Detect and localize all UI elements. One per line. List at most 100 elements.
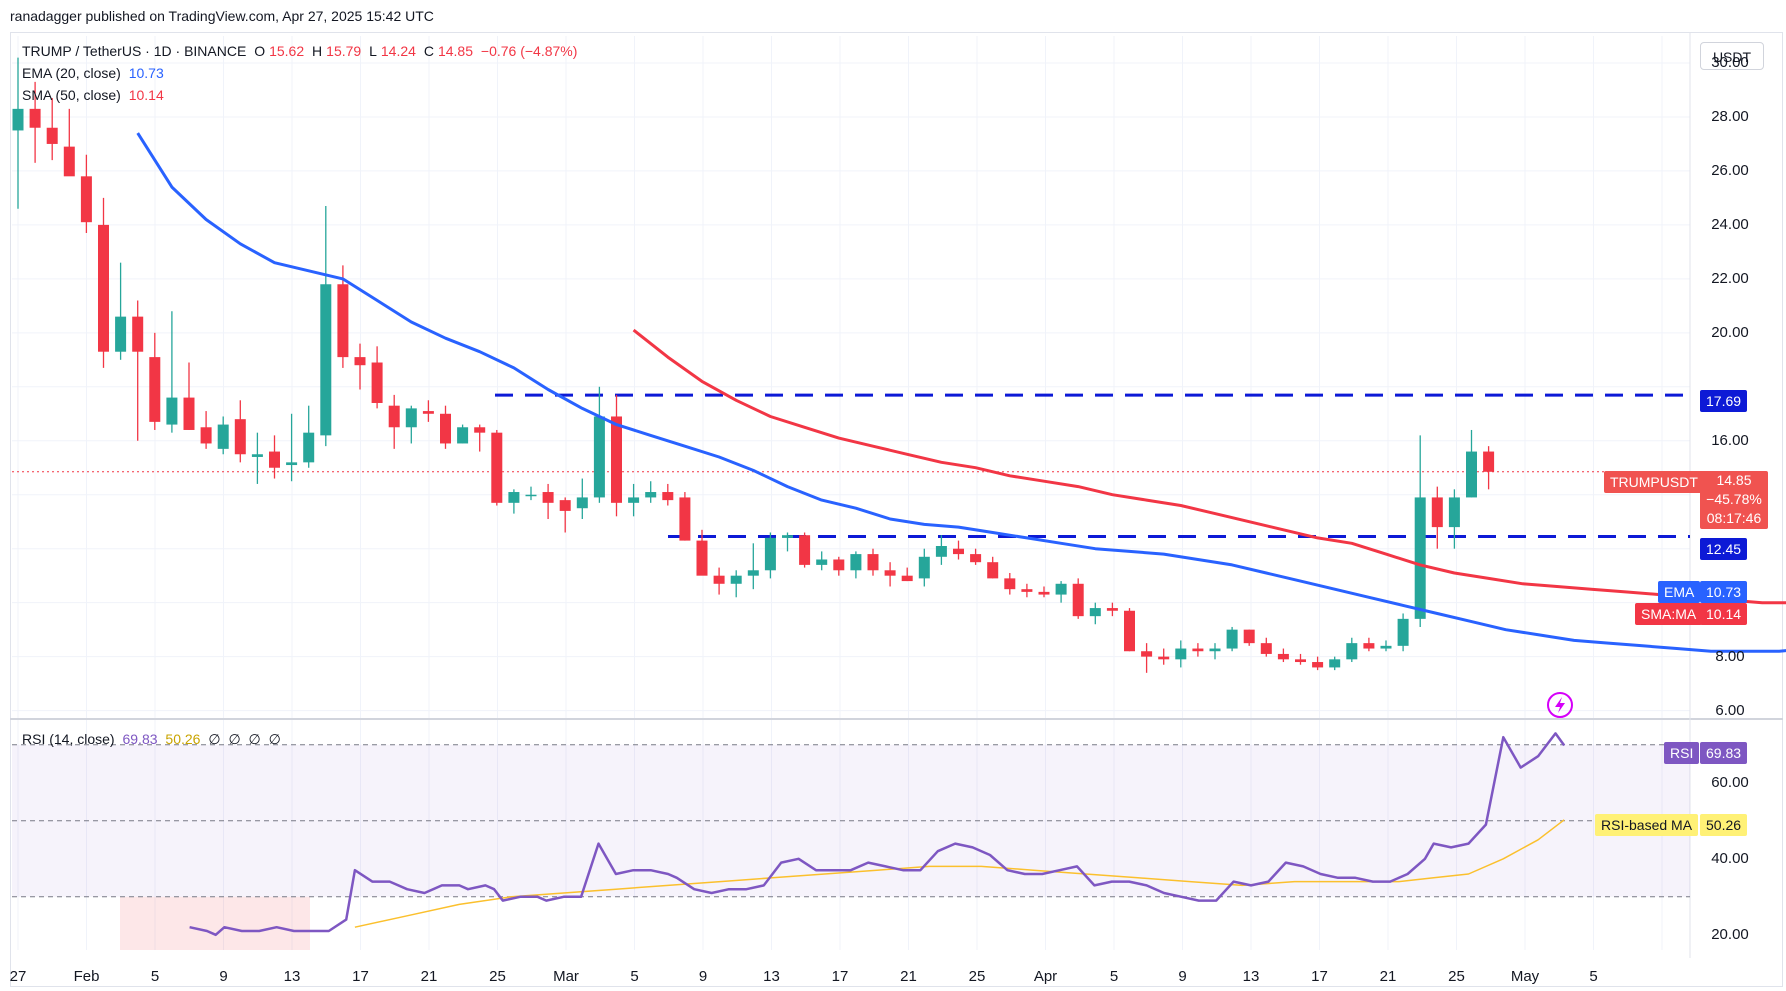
sma-tag-value[interactable]: 10.14: [1700, 603, 1748, 625]
resistance-level-tag[interactable]: 17.69: [1700, 390, 1748, 412]
time-tick-label: 25: [968, 968, 986, 985]
rsi-tick-label: 60.00: [1711, 773, 1749, 791]
candle-body: [850, 554, 862, 571]
time-tick-label: 13: [283, 968, 301, 985]
candle-body: [833, 559, 845, 571]
rsi-tag-label[interactable]: RSI: [1664, 742, 1700, 764]
candle-body: [405, 408, 417, 428]
candle-body: [1483, 451, 1495, 472]
candle-body: [286, 462, 298, 466]
candle-body: [1329, 659, 1341, 668]
rsi-tag-value[interactable]: 69.83: [1700, 742, 1748, 764]
time-tick-label: 27: [9, 968, 27, 985]
time-tick-label: 9: [698, 968, 708, 985]
time-tick-label: Apr: [1033, 968, 1058, 985]
candle-body: [679, 497, 691, 541]
rsi-oversold-fill: [120, 896, 310, 950]
candle-body: [628, 497, 640, 503]
ema-line: [136, 132, 1786, 653]
last-price-box[interactable]: 14.85 −45.78% 08:17:46: [1700, 471, 1768, 529]
time-tick-label: 13: [763, 968, 780, 985]
symbol-name[interactable]: TRUMP / TetherUS · 1D · BINANCE: [22, 43, 247, 59]
close-value: 14.85: [437, 43, 473, 59]
ema-legend[interactable]: EMA (20, close) 10.73: [22, 65, 168, 81]
candle-body: [1021, 589, 1033, 592]
candle-body: [901, 575, 913, 582]
candle-body: [200, 427, 212, 444]
rsi-extra-3: ∅: [248, 731, 261, 747]
candle-body: [508, 492, 520, 503]
candle-body: [593, 416, 605, 498]
currency-unit-button[interactable]: USDT: [1700, 42, 1764, 70]
time-tick-label: 21: [420, 968, 438, 985]
price-tick-label: 26.00: [1711, 161, 1749, 179]
candle-body: [1192, 648, 1204, 652]
time-tick-label: 5: [630, 968, 639, 985]
candle-body: [816, 559, 828, 565]
candle-body: [953, 548, 964, 555]
candle-body: [713, 575, 725, 584]
candle-body: [1363, 643, 1375, 649]
rsi-ma-tag-label[interactable]: RSI-based MA: [1595, 814, 1699, 836]
close-label: C: [423, 43, 434, 59]
price-tick-label: 16.00: [1711, 431, 1749, 449]
price-tick-label: 20.00: [1711, 323, 1749, 341]
candle-body: [867, 554, 879, 571]
candle-body: [987, 562, 999, 579]
chart-frame: [10, 32, 1783, 987]
candle-body: [388, 405, 400, 428]
price-tick-label: 28.00: [1711, 107, 1749, 125]
candle-body: [525, 494, 537, 497]
candle-body: [799, 535, 811, 565]
candle-body: [542, 492, 554, 503]
time-tick-label: 5: [1589, 968, 1598, 985]
symbol-price-tag[interactable]: TRUMPUSDT: [1604, 471, 1704, 493]
time-tick-label: 25: [489, 968, 506, 985]
support-level-tag[interactable]: 12.45: [1700, 538, 1748, 560]
rsi-label: RSI (14, close): [22, 731, 115, 747]
rsi-ma-tag-value[interactable]: 50.26: [1700, 814, 1748, 836]
time-tick-label: 17: [1311, 968, 1328, 985]
candle-body: [970, 554, 982, 563]
low-value: 14.24: [380, 43, 416, 59]
time-tick-label: Mar: [553, 968, 579, 985]
change-value: −0.76 (−4.87%): [480, 43, 578, 59]
publisher-line: ranadagger published on TradingView.com,…: [10, 8, 434, 24]
candle-body: [935, 546, 947, 557]
candle-body: [1226, 629, 1238, 649]
candle-body: [166, 397, 178, 425]
candle-body: [1277, 653, 1289, 660]
candle-body: [1380, 645, 1392, 649]
candle-body: [696, 540, 708, 576]
candle-body: [559, 500, 571, 511]
time-tick-label: 21: [900, 968, 917, 985]
candle-body: [29, 108, 41, 128]
sma-label: SMA (50, close): [22, 87, 121, 103]
lightning-alert-icon: [1547, 692, 1573, 718]
candle-body: [1431, 497, 1443, 528]
candle-body: [80, 176, 92, 223]
candle-body: [1397, 618, 1409, 646]
candle-body: [320, 284, 332, 436]
sma-legend[interactable]: SMA (50, close) 10.14: [22, 87, 168, 103]
last-price: 14.85: [1716, 472, 1752, 488]
candle-body: [371, 362, 383, 403]
candle-body: [918, 556, 930, 579]
candle-body: [1260, 643, 1272, 654]
candle-body: [12, 108, 24, 131]
candle-body: [1243, 629, 1255, 644]
candle-body: [115, 316, 127, 352]
candle-body: [457, 427, 469, 444]
time-tick-label: 21: [1379, 968, 1397, 985]
candle-body: [782, 535, 793, 538]
rsi-ma-value: 50.26: [165, 731, 201, 747]
candle-body: [440, 413, 451, 444]
rsi-legend[interactable]: RSI (14, close) 69.83 50.26 ∅ ∅ ∅ ∅: [22, 731, 285, 748]
ema-tag-value[interactable]: 10.73: [1700, 581, 1748, 603]
ema-tag-label[interactable]: EMA: [1658, 581, 1701, 603]
candle-body: [1038, 591, 1050, 595]
candle-body: [217, 424, 229, 449]
sma-tag-label[interactable]: SMA:MA: [1635, 603, 1703, 625]
candle-body: [1072, 583, 1084, 617]
